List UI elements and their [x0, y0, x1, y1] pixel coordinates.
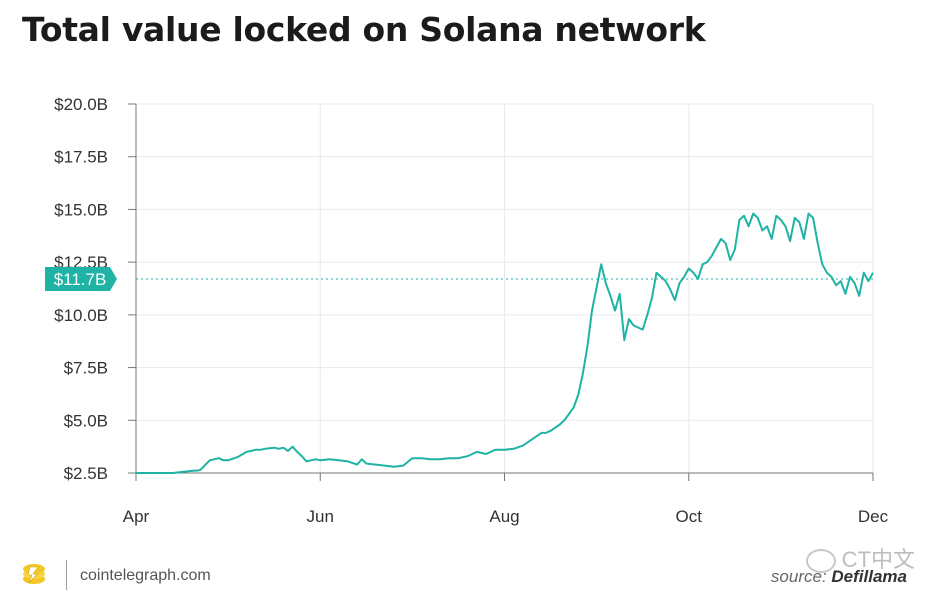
series-group — [136, 212, 874, 474]
source-credit: source: Defillama — [771, 567, 907, 587]
y-tick-label: $7.5B — [64, 359, 108, 378]
y-tick-label: $15.0B — [54, 200, 108, 219]
watermark-text: CT中文 — [841, 547, 915, 572]
x-tick-label: Apr — [123, 507, 150, 526]
y-tick-label: $10.0B — [54, 306, 108, 325]
current-value-badge — [45, 267, 117, 292]
chart-title: Total value locked on Solana network — [22, 10, 706, 49]
x-tick-label: Oct — [676, 507, 703, 526]
current-value-marker: $11.7B — [45, 267, 873, 292]
current-value-label: $11.7B — [54, 270, 107, 289]
y-tick-label: $5.0B — [64, 411, 108, 430]
x-tick-label: Jun — [307, 507, 334, 526]
grid-lines — [136, 103, 874, 473]
y-tick-label: $20.0B — [54, 95, 108, 114]
wechat-icon — [805, 549, 836, 574]
series-line — [136, 212, 874, 474]
source-name: Defillama — [831, 567, 907, 586]
source-prefix: source: — [770, 567, 827, 586]
x-tick-label: Aug — [489, 507, 519, 526]
watermark: CT中文 — [805, 542, 915, 574]
y-tick-label: $2.5B — [64, 464, 108, 483]
x-axis-ticks: Apr Jun Aug Oct Dec — [123, 473, 889, 526]
x-tick-label: Dec — [858, 507, 889, 526]
y-tick-label: $17.5B — [54, 148, 108, 167]
footer-divider — [66, 560, 67, 590]
footer-site-link[interactable]: cointelegraph.com — [80, 567, 211, 584]
cointelegraph-logo-icon — [23, 564, 45, 584]
